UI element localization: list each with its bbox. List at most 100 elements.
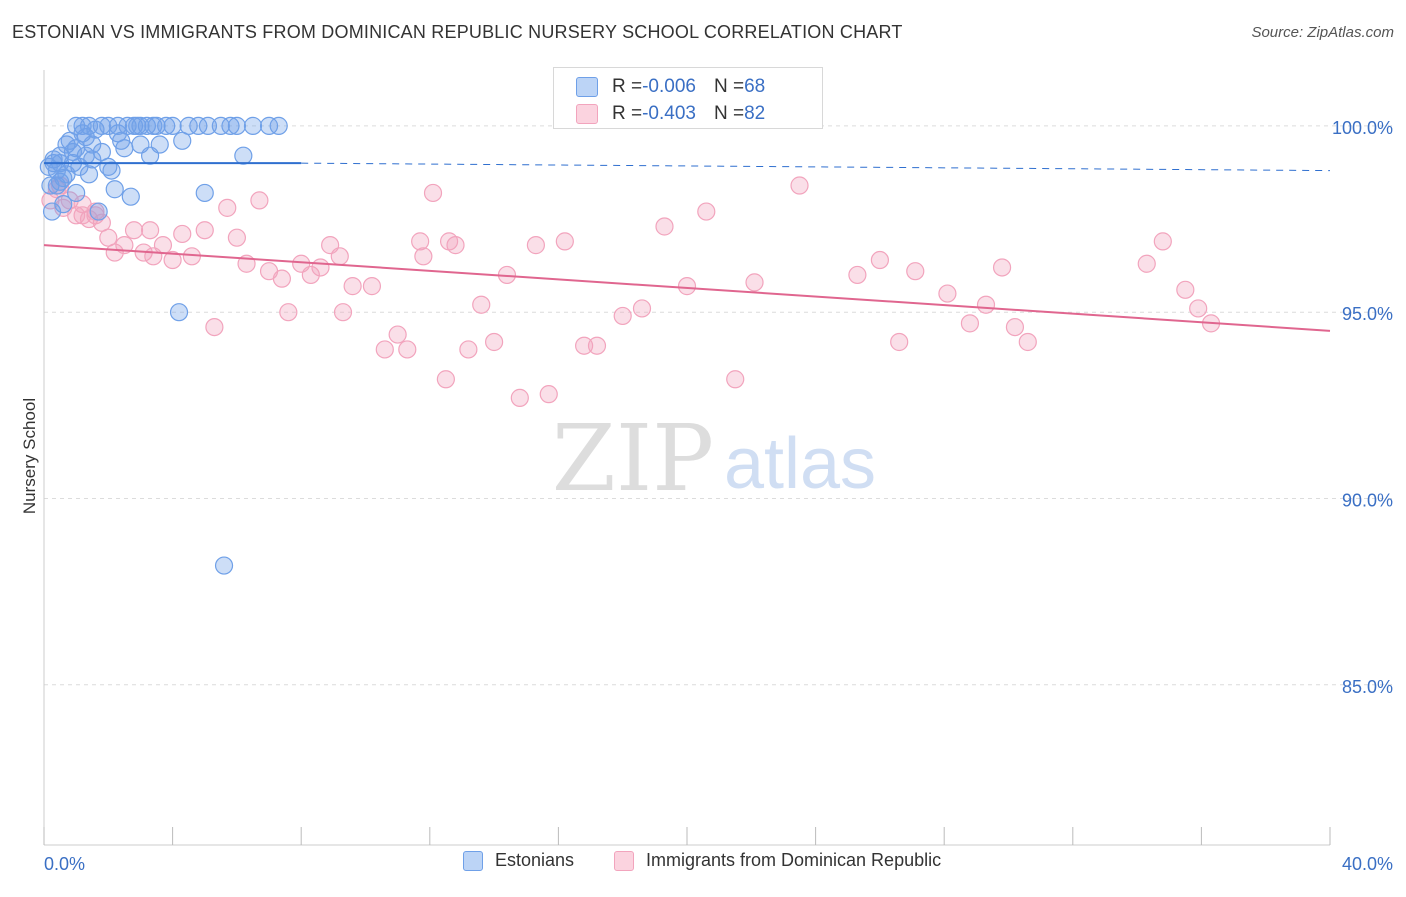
dominican-point: [790, 176, 809, 195]
dominican-point: [510, 388, 529, 407]
estonian-point: [63, 142, 83, 162]
dominican-point: [436, 370, 455, 389]
watermark-atlas: atlas: [724, 424, 876, 504]
legend-r-value: -0.006: [642, 76, 696, 97]
estonian-point: [108, 116, 128, 135]
estonian-point: [118, 116, 137, 135]
estonian-point: [157, 116, 176, 135]
legend-n-label: N =: [713, 103, 745, 124]
dominican-point: [153, 236, 173, 255]
dominican-point: [411, 232, 430, 251]
chart-title: ESTONIAN VS IMMIGRANTS FROM DOMINICAN RE…: [12, 22, 903, 42]
y-tick-labels: 100.0% 95.0% 90.0% 85.0%: [1332, 118, 1393, 697]
legend-n-label: N =: [713, 76, 745, 97]
estonian-point: [214, 556, 234, 575]
dominican-point: [870, 250, 890, 270]
dominican-point: [330, 247, 349, 266]
watermark-zip: ZIP: [552, 405, 714, 512]
series-legend-dominican: Immigrants from Dominican Republic: [614, 850, 941, 871]
dominican-point: [195, 221, 214, 240]
estonian-point: [189, 116, 208, 135]
dominican-point: [485, 332, 504, 352]
estonian-point: [221, 116, 240, 135]
legend-r-label: R =: [612, 103, 643, 124]
legend-r-value: -0.403: [642, 103, 696, 124]
dominican-point: [279, 303, 298, 322]
y-axis-label: Nursery School: [20, 398, 39, 514]
dominican-point: [890, 332, 909, 352]
estonian-point: [105, 180, 124, 199]
dominican-point: [906, 262, 925, 281]
dominican-point: [726, 370, 745, 389]
dominican-points: [41, 176, 1221, 407]
estonian-point: [42, 202, 62, 221]
dominican-point: [343, 277, 362, 296]
dominican-point: [848, 265, 867, 285]
estonian-point: [198, 116, 218, 135]
dominican-point: [459, 340, 478, 359]
dominican-point: [250, 191, 269, 210]
x-tick-label: 0.0%: [44, 854, 85, 874]
dominican-point: [301, 265, 320, 285]
dominican-point: [472, 295, 491, 314]
dominican-point: [140, 221, 160, 240]
dominican-point: [1176, 280, 1195, 299]
dominican-point: [539, 385, 558, 404]
legend-n-value: 82: [744, 103, 766, 124]
estonian-point: [227, 116, 246, 135]
dominican-point: [655, 217, 674, 236]
dominican-point: [1018, 332, 1037, 352]
series-label-dominican: Immigrants from Dominican Republic: [646, 850, 942, 870]
source-label: Source: ZipAtlas.com: [1251, 24, 1394, 41]
estonian-point: [259, 116, 279, 135]
estonian-point: [269, 116, 288, 135]
estonian-point: [128, 116, 147, 135]
legend-row-dominican: R = -0.403 N = 82: [576, 103, 765, 125]
dominican-point: [632, 299, 652, 318]
dominican-point: [587, 336, 607, 355]
estonian-point: [147, 116, 166, 135]
series-legend-estonians: Estonians: [463, 850, 574, 871]
dominican-point: [388, 325, 407, 344]
estonian-point: [137, 116, 156, 135]
estonian-point: [99, 116, 118, 135]
estonian-point: [73, 116, 92, 135]
estonian-point: [47, 176, 66, 195]
dominican-trend-line: [43, 244, 1331, 332]
estonian-point: [89, 202, 108, 221]
estonian-point: [195, 183, 214, 203]
estonian-point: [92, 116, 111, 135]
y-axis-label-wrap: Nursery School: [16, 0, 46, 897]
estonian-point: [57, 135, 76, 154]
dominican-point: [992, 258, 1012, 277]
dominican-point: [414, 247, 433, 266]
y-tick-label: 90.0%: [1342, 490, 1393, 510]
estonian-point: [211, 116, 230, 135]
estonian-point: [115, 139, 134, 158]
dominican-point: [163, 250, 182, 270]
grid-lines: [44, 125, 1395, 686]
estonian-point: [234, 146, 253, 165]
dominican-point: [173, 224, 192, 244]
dominican-point: [575, 336, 594, 355]
dominican-point: [1005, 317, 1025, 337]
dominican-point: [362, 277, 382, 296]
estonian-trend-extension: [301, 162, 1331, 172]
series-legend: Estonians Immigrants from Dominican Repu…: [0, 850, 1406, 880]
estonian-point: [67, 183, 86, 203]
zipatlas-watermark: ZIP atlas: [552, 405, 876, 512]
dominican-point: [938, 284, 957, 303]
legend-swatch-pink: [576, 104, 598, 124]
trend-lines: [43, 162, 1331, 332]
dominican-point: [613, 306, 632, 326]
dominican-point: [555, 232, 574, 251]
y-tick-label: 85.0%: [1342, 677, 1393, 697]
estonian-point: [67, 116, 86, 135]
estonian-points: [39, 116, 288, 575]
dominican-point: [1153, 232, 1172, 251]
dominican-point: [745, 273, 764, 292]
series-swatch-pink: [614, 850, 634, 871]
y-tick-label: 100.0%: [1332, 118, 1393, 138]
dominican-point: [375, 340, 394, 359]
